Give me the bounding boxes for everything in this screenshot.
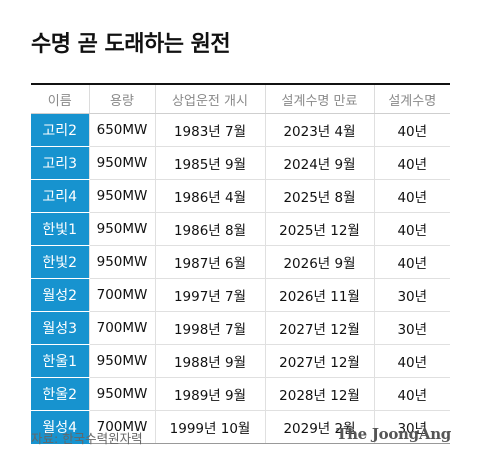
cell-capacity: 950MW [88, 146, 155, 180]
cell-operation-start: 1986년 4월 [154, 179, 265, 213]
cell-design-life: 40년 [373, 113, 450, 147]
header-capacity: 용량 [88, 85, 155, 114]
cell-capacity: 950MW [88, 179, 155, 213]
table-header-row: 이름 용량 상업운전 개시 설계수명 만료 설계수명 [31, 85, 450, 114]
cell-capacity: 950MW [88, 344, 155, 378]
header-name: 이름 [31, 85, 89, 114]
cell-design-life: 30년 [373, 278, 450, 312]
table-row: 한울1 950MW 1988년 9월 2027년 12월 40년 [31, 344, 450, 378]
cell-design-life-end: 2027년 12월 [264, 311, 374, 345]
cell-design-life-end: 2026년 9월 [264, 245, 374, 279]
cell-operation-start: 1999년 10월 [154, 410, 265, 444]
cell-design-life-end: 2027년 12월 [264, 344, 374, 378]
cell-operation-start: 1983년 7월 [154, 113, 265, 147]
table-row: 고리4 950MW 1986년 4월 2025년 8월 40년 [31, 179, 450, 213]
cell-capacity: 700MW [88, 311, 155, 345]
table-row: 월성2 700MW 1997년 7월 2026년 11월 30년 [31, 278, 450, 312]
table-row: 고리2 650MW 1983년 7월 2023년 4월 40년 [31, 113, 450, 147]
cell-name: 고리3 [31, 146, 89, 180]
cell-capacity: 650MW [88, 113, 155, 147]
table-row: 한빛2 950MW 1987년 6월 2026년 9월 40년 [31, 245, 450, 279]
cell-operation-start: 1987년 6월 [154, 245, 265, 279]
source-note: 자료: 한국수력원자력 [31, 431, 143, 446]
cell-operation-start: 1985년 9월 [154, 146, 265, 180]
reactor-table-container: 이름 용량 상업운전 개시 설계수명 만료 설계수명 고리2 650MW 1983년… [31, 83, 450, 444]
cell-design-life-end: 2025년 12월 [264, 212, 374, 246]
cell-design-life-end: 2024년 9월 [264, 146, 374, 180]
cell-design-life: 40년 [373, 245, 450, 279]
cell-capacity: 700MW [88, 410, 155, 444]
cell-operation-start: 1986년 8월 [154, 212, 265, 246]
cell-operation-start: 1997년 7월 [154, 278, 265, 312]
reactor-table: 이름 용량 상업운전 개시 설계수명 만료 설계수명 고리2 650MW 1983년… [31, 85, 450, 444]
cell-design-life: 40년 [373, 344, 450, 378]
cell-name: 고리2 [31, 113, 89, 147]
table-body: 고리2 650MW 1983년 7월 2023년 4월 40년 고리3 950MW 1985년… [31, 113, 450, 444]
cell-name: 한빛2 [31, 245, 89, 279]
cell-operation-start: 1988년 9월 [154, 344, 265, 378]
cell-name: 한울2 [31, 377, 89, 411]
cell-design-life-end: 2026년 11월 [264, 278, 374, 312]
cell-design-life-end: 2025년 8월 [264, 179, 374, 213]
cell-name: 월성4 [31, 410, 89, 444]
cell-capacity: 950MW [88, 245, 155, 279]
cell-operation-start: 1989년 9월 [154, 377, 265, 411]
cell-name: 한울1 [31, 344, 89, 378]
header-operation-start: 상업운전 개시 [154, 85, 265, 114]
table-row: 월성3 700MW 1998년 7월 2027년 12월 30년 [31, 311, 450, 345]
cell-name: 한빛1 [31, 212, 89, 246]
cell-design-life: 40년 [373, 377, 450, 411]
cell-capacity: 700MW [88, 278, 155, 312]
table-row: 월성4 700MW 1999년 10월 2029년 2월 30년 [31, 410, 450, 444]
publisher-logo: The JoongAng [336, 425, 451, 443]
table-row: 고리3 950MW 1985년 9월 2024년 9월 40년 [31, 146, 450, 180]
table-row: 한빛1 950MW 1986년 8월 2025년 12월 40년 [31, 212, 450, 246]
cell-name: 월성2 [31, 278, 89, 312]
cell-design-life: 40년 [373, 212, 450, 246]
cell-design-life-end: 2029년 2월 [264, 410, 374, 444]
cell-design-life-end: 2028년 12월 [264, 377, 374, 411]
page-title: 수명 곧 도래하는 원전 [31, 32, 231, 57]
cell-design-life-end: 2023년 4월 [264, 113, 374, 147]
table-row: 한울2 950MW 1989년 9월 2028년 12월 40년 [31, 377, 450, 411]
cell-design-life: 40년 [373, 146, 450, 180]
cell-operation-start: 1998년 7월 [154, 311, 265, 345]
cell-design-life: 30년 [373, 311, 450, 345]
cell-design-life: 30년 [373, 410, 450, 444]
cell-capacity: 950MW [88, 212, 155, 246]
cell-name: 월성3 [31, 311, 89, 345]
cell-design-life: 40년 [373, 179, 450, 213]
cell-capacity: 950MW [88, 377, 155, 411]
header-design-life-end: 설계수명 만료 [264, 85, 374, 114]
cell-name: 고리4 [31, 179, 89, 213]
header-design-life: 설계수명 [373, 85, 450, 114]
